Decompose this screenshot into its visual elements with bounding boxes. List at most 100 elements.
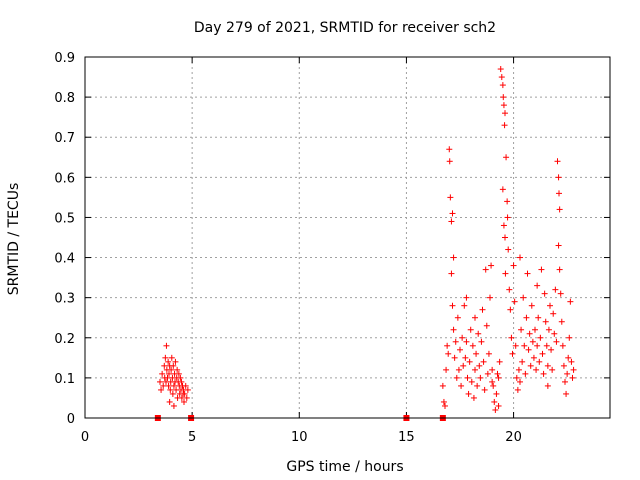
data-point [518,326,525,333]
data-point [182,382,189,389]
data-point [536,358,543,365]
data-point [540,370,547,377]
data-point [476,362,483,369]
data-point [449,302,456,309]
data-point [547,302,553,309]
data-point [163,342,170,349]
data-point [553,338,560,345]
data-point [477,374,484,381]
plot-frame [84,56,611,419]
x-axis-label: GPS time / hours [286,459,403,475]
x-tick-label: 20 [505,430,522,445]
data-point [496,358,503,365]
data-point [541,290,548,297]
data-point [543,342,550,349]
data-point [551,330,558,337]
data-point [503,154,510,161]
data-point [538,266,545,273]
data-point [533,366,540,373]
data-point [514,386,521,393]
data-point [175,370,182,377]
data-point [170,402,177,409]
data-point [162,354,169,361]
data-point [507,306,514,313]
y-tick-label: 0.9 [54,51,75,66]
data-point [502,234,508,241]
data-point [478,338,485,345]
data-point [556,266,563,273]
data-point [506,286,513,293]
data-point [521,342,528,349]
data-point [446,146,453,153]
data-point [499,186,506,193]
data-point [450,326,457,333]
data-point [568,358,575,365]
data-point [472,314,478,321]
data-point [466,358,473,365]
data-point [544,382,551,389]
data-point [487,294,493,301]
data-point [447,194,454,201]
data-point [567,298,574,305]
data-point [172,358,179,365]
data-point [443,366,450,373]
data-point [537,334,544,341]
data-point [517,378,523,385]
y-axis-label: SRMTID / TECUs [6,183,22,296]
data-point [523,314,530,321]
x-tick-label: 15 [398,430,415,445]
data-point [500,94,507,101]
data-point [505,246,512,253]
data-point [512,342,519,349]
data-point [517,254,523,261]
data-point [502,110,508,117]
y-tick-label: 0.3 [54,292,75,307]
data-point [166,398,173,405]
data-point [504,198,511,205]
data-point [181,390,188,397]
data-point [495,402,502,409]
data-point [504,214,511,221]
y-axis-ticks: 0 0.1 0.2 0.3 0.4 0.5 0.6 0.7 0.8 0.9 [54,51,610,427]
data-point [508,334,515,341]
data-point [454,314,461,321]
chart-title: Day 279 of 2021, SRMTID for receiver sch… [194,20,496,36]
data-point [439,382,446,389]
data-point [566,334,573,341]
y-tick-label: 0.5 [54,211,75,226]
data-point [177,374,184,381]
data-point [484,370,491,377]
data-point [451,354,458,361]
data-point [559,342,566,349]
data-point [485,350,492,357]
y-tick-label: 0.8 [54,91,75,106]
data-point [483,322,490,329]
data-point [544,362,551,369]
data-point [459,334,466,341]
data-point [513,374,520,381]
data-point [442,402,448,409]
data-point [560,362,567,369]
data-point [458,382,465,389]
y-tick-label: 0 [67,412,75,427]
x-tick-label: 10 [291,430,308,445]
data-point [510,262,517,269]
data-point [166,370,172,377]
data-point [461,302,468,309]
y-tick-label: 0.6 [54,171,75,186]
data-point [455,366,462,373]
data-point [502,270,509,277]
data-point [530,354,537,361]
data-point [168,366,175,373]
data-point [463,338,470,345]
data-point [452,338,459,345]
data-point [569,374,576,381]
data-point [178,378,185,385]
data-point [545,326,552,333]
data-point [528,302,535,309]
data-point [555,242,562,249]
data-point [473,350,480,357]
x-tick-label: 5 [188,430,196,445]
x-axis-ticks: 0 5 10 15 20 [81,57,522,445]
data-point [550,310,557,317]
